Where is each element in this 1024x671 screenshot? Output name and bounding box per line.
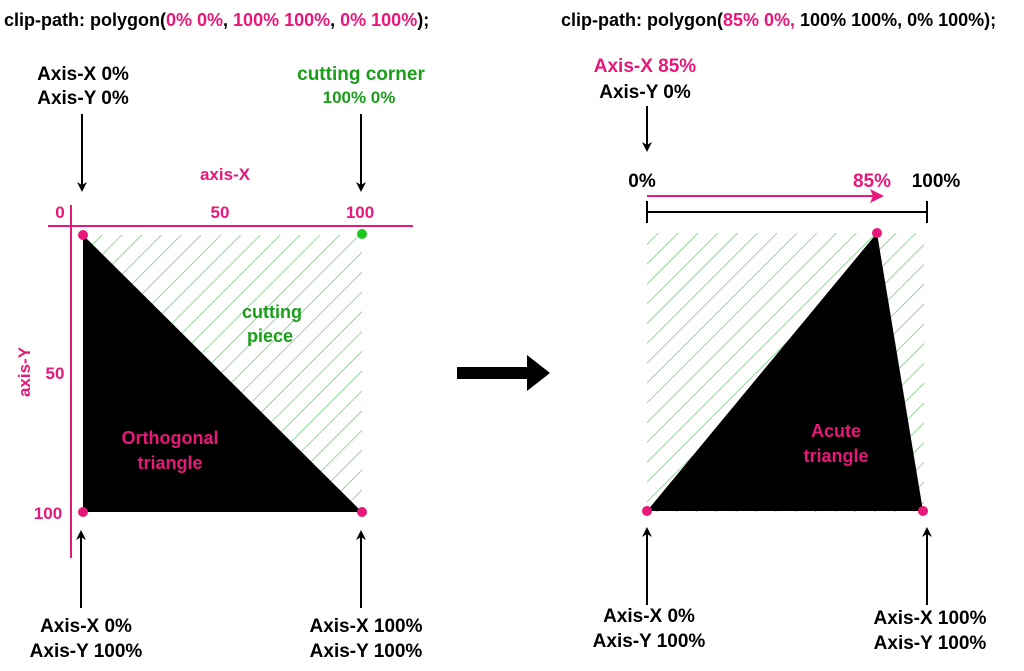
annotation-line: Axis-Y 100% <box>310 641 423 662</box>
right-arrow-icon <box>457 355 550 391</box>
annotation-line: Axis-X 0% <box>603 606 695 627</box>
annotation-line: Axis-X 0% <box>37 64 129 85</box>
scale-start-label: 0% <box>628 171 656 192</box>
annotation-line: Axis-Y 0% <box>599 82 691 103</box>
cutting-piece-label: cutting <box>242 302 302 322</box>
right-top-annotation: Axis-X 85% Axis-Y 0% <box>594 56 697 152</box>
vertex-dot-top-left <box>78 230 88 240</box>
annotation-line: Axis-X 100% <box>309 616 422 637</box>
annotation-line: Axis-Y 100% <box>874 633 987 654</box>
shape-label: Orthogonal <box>122 428 219 448</box>
left-top-left-annotation: Axis-X 0% Axis-Y 0% <box>37 64 129 192</box>
scale-end-label: 100% <box>912 171 961 192</box>
acute-triangle <box>647 233 923 511</box>
vertex-dot-bottom-left <box>642 506 652 516</box>
shape-label: triangle <box>803 446 868 466</box>
right-panel: clip-path: polygon(85% 0%, 100% 100%, 0%… <box>561 10 996 654</box>
annotation-line: Axis-Y 100% <box>593 631 706 652</box>
right-bottom-right-annotation: Axis-X 100% Axis-Y 100% <box>873 527 987 654</box>
left-bottom-left-annotation: Axis-X 0% Axis-Y 100% <box>30 530 143 662</box>
annotation-line: Axis-Y 0% <box>37 88 129 109</box>
vertex-dot-bottom-right <box>357 507 367 517</box>
vertex-dot-bottom-right <box>918 506 928 516</box>
right-bottom-left-annotation: Axis-X 0% Axis-Y 100% <box>593 527 706 652</box>
x-scale: 0% 85% 100% <box>628 171 960 223</box>
annotation-line: 100% 0% <box>323 88 396 107</box>
x-axis-tick: 100 <box>346 203 374 222</box>
shape-label: Acute <box>811 421 861 441</box>
scale-marker-label: 85% <box>853 171 891 192</box>
cutting-piece-label: piece <box>247 326 293 346</box>
cutting-corner-annotation: cutting corner 100% 0% <box>297 64 425 192</box>
right-code-line: clip-path: polygon(85% 0%, 100% 100%, 0%… <box>561 10 996 30</box>
y-axis-tick: 50 <box>46 364 65 383</box>
y-axis-title: axis-Y <box>15 346 34 397</box>
vertex-dot-bottom-left <box>78 507 88 517</box>
y-axis-tick: 100 <box>34 504 62 523</box>
orthogonal-triangle <box>83 235 362 512</box>
annotation-line: Axis-X 85% <box>594 56 697 77</box>
y-axis: axis-Y 50 100 <box>15 205 72 558</box>
vertex-dot-top <box>872 228 882 238</box>
left-panel: clip-path: polygon(0% 0%, 100% 100%, 0% … <box>4 10 429 662</box>
left-code-line: clip-path: polygon(0% 0%, 100% 100%, 0% … <box>4 10 429 30</box>
shape-label: triangle <box>137 453 202 473</box>
annotation-line: Axis-X 100% <box>873 608 986 629</box>
x-axis-tick: 50 <box>211 203 230 222</box>
annotation-line: cutting corner <box>297 64 425 85</box>
annotation-line: Axis-Y 100% <box>30 641 143 662</box>
vertex-dot-cutting-corner <box>357 229 367 239</box>
x-axis-tick: 0 <box>55 203 64 222</box>
annotation-line: Axis-X 0% <box>40 616 132 637</box>
x-axis-title: axis-X <box>200 165 251 184</box>
x-axis: axis-X 0 50 100 <box>48 165 413 227</box>
left-bottom-right-annotation: Axis-X 100% Axis-Y 100% <box>309 530 423 662</box>
